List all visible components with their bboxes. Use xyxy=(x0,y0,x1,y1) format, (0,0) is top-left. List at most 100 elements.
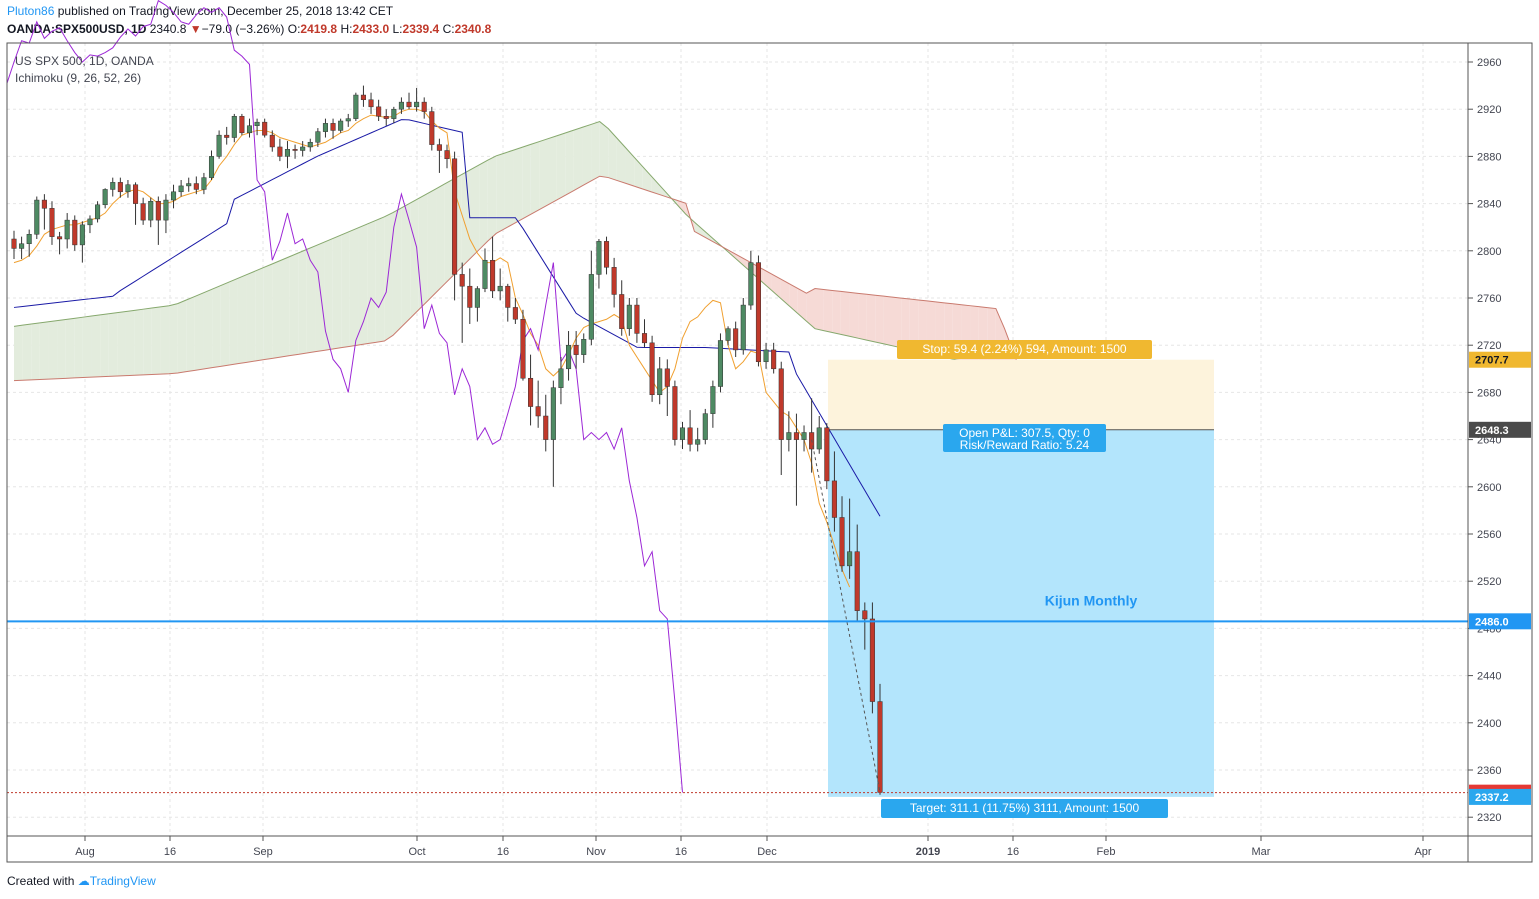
candle xyxy=(505,283,511,322)
candle xyxy=(535,380,541,428)
cloud-segment xyxy=(461,169,471,267)
candle xyxy=(482,248,488,293)
candle xyxy=(695,427,701,452)
candle xyxy=(558,357,564,405)
cloud-segment xyxy=(203,289,213,369)
cloud-segment xyxy=(255,267,264,361)
candle xyxy=(664,359,670,416)
cloud-segment xyxy=(384,212,393,342)
cloud-segment xyxy=(177,300,187,373)
candle xyxy=(497,268,503,301)
candle xyxy=(79,221,85,263)
cloud-segment xyxy=(237,274,247,364)
candle xyxy=(793,413,799,506)
candle xyxy=(520,309,526,381)
candle xyxy=(467,268,473,324)
candle-body xyxy=(512,307,518,320)
cloud-segment xyxy=(883,296,893,346)
candle xyxy=(831,451,837,532)
candle xyxy=(41,194,47,230)
candle-body xyxy=(657,368,663,396)
candle-body xyxy=(581,339,587,355)
candle-body xyxy=(421,101,427,112)
candle-body xyxy=(467,285,473,308)
x-tick-label: Sep xyxy=(253,846,273,858)
cloud-segment xyxy=(875,295,884,344)
candle-body xyxy=(79,224,85,246)
candle xyxy=(292,144,298,159)
candle xyxy=(710,380,716,428)
cloud-segment xyxy=(487,155,497,242)
candle xyxy=(102,188,108,209)
candle-body xyxy=(482,259,488,289)
candle xyxy=(543,394,549,452)
cloud-segment xyxy=(642,166,652,192)
candle xyxy=(452,151,458,301)
stop-label-text: Stop: 59.4 (2.24%) 594, Amount: 1500 xyxy=(922,342,1126,356)
candle xyxy=(862,602,868,650)
candle-body xyxy=(201,177,207,190)
candle-body xyxy=(505,285,511,308)
cloud-segment xyxy=(48,320,58,380)
candle-body xyxy=(284,149,291,157)
candle xyxy=(436,138,442,173)
cloud-segment xyxy=(100,313,109,377)
candle xyxy=(459,262,465,343)
candle-body xyxy=(679,427,686,440)
candle xyxy=(391,106,397,124)
x-tick-label: 16 xyxy=(497,846,509,858)
cloud-segment xyxy=(65,318,75,379)
cloud-segment xyxy=(987,307,996,369)
candle xyxy=(49,201,55,245)
candle xyxy=(839,496,845,572)
tradingview-link[interactable]: TradingView xyxy=(89,874,156,888)
candle xyxy=(322,118,328,138)
cloud-segment xyxy=(548,135,557,205)
cloud-segment xyxy=(74,317,83,378)
cloud-segment xyxy=(39,321,49,380)
cloud-segment xyxy=(31,322,40,380)
candle-body xyxy=(19,243,25,249)
close-value: 2340.8 xyxy=(454,22,492,36)
candle xyxy=(657,357,663,405)
cloud-segment xyxy=(125,310,135,376)
candle xyxy=(854,524,860,622)
cloud-segment xyxy=(212,285,221,368)
cloud-segment xyxy=(840,291,850,337)
candle xyxy=(634,298,640,343)
y-tick-label: 2760 xyxy=(1477,293,1501,305)
cloud-segment xyxy=(522,144,531,220)
cloud-segment xyxy=(539,138,548,210)
cloud-segment xyxy=(866,294,876,343)
cloud-segment xyxy=(703,229,712,241)
candle-body xyxy=(520,318,526,379)
cloud-segment xyxy=(160,305,170,375)
candle-body xyxy=(619,294,625,329)
cloud-segment xyxy=(281,256,290,357)
candle-body xyxy=(87,218,93,226)
cloud-segment xyxy=(341,231,350,348)
footer: Created with ☁TradingView xyxy=(7,874,156,888)
candle-body xyxy=(72,219,78,246)
candle xyxy=(528,354,534,426)
candle-body xyxy=(254,121,260,126)
y-tick-label: 2600 xyxy=(1477,482,1501,494)
candle xyxy=(733,321,739,357)
entry-price-label-bg xyxy=(1469,421,1531,438)
candle-body xyxy=(771,349,777,370)
y-tick-label: 2840 xyxy=(1477,199,1501,211)
y-tick-label: 2360 xyxy=(1477,765,1501,777)
last-price: 2340.8 xyxy=(149,22,187,36)
cloud-segment xyxy=(410,198,419,319)
author-link[interactable]: Pluton86 xyxy=(7,4,55,18)
candle xyxy=(269,130,275,152)
candle-body xyxy=(641,333,648,344)
candle-body xyxy=(869,618,875,702)
cloud-segment xyxy=(151,306,161,375)
cloud-segment xyxy=(349,227,359,347)
candle xyxy=(824,423,830,490)
candle-body xyxy=(110,182,116,190)
candle-body xyxy=(444,150,450,160)
